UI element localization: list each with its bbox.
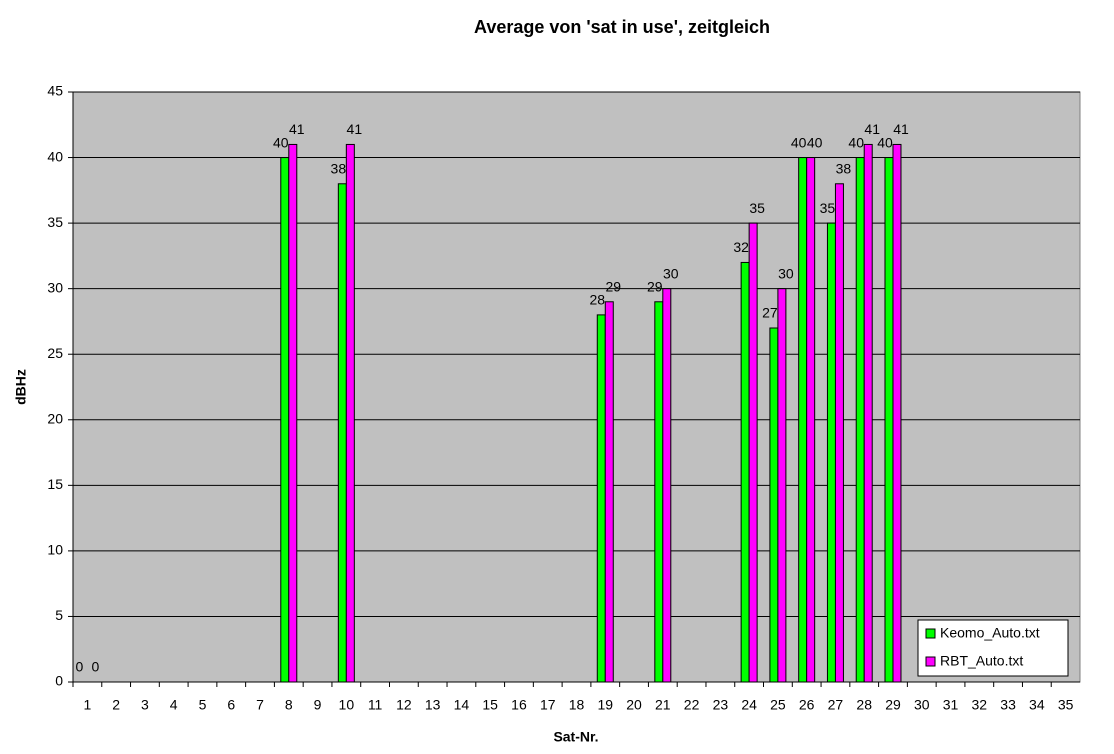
x-tick-label: 13 [425,697,441,713]
x-tick-label: 3 [141,697,149,713]
x-tick-label: 8 [285,697,293,713]
y-tick-label: 15 [47,476,63,492]
y-tick-label: 45 [47,83,63,99]
x-tick-label: 5 [199,697,207,713]
x-tick-label: 35 [1058,697,1074,713]
data-label: 41 [289,121,305,137]
data-label: 38 [331,160,347,176]
data-label: 38 [836,160,852,176]
data-label: 27 [762,305,778,321]
x-tick-label: 33 [1000,697,1016,713]
chart-title: Average von 'sat in use', zeitgleich [474,17,770,37]
y-tick-label: 30 [47,279,63,295]
x-tick-label: 6 [227,697,235,713]
x-tick-label: 2 [112,697,120,713]
x-tick-label: 9 [314,697,322,713]
y-tick-label: 40 [47,148,63,164]
x-tick-label: 14 [454,697,470,713]
bar [596,314,606,683]
data-label: 35 [820,200,836,216]
x-tick-label: 27 [828,697,844,713]
bar [662,288,672,683]
x-tick-label: 22 [684,697,700,713]
x-tick-label: 31 [943,697,959,713]
bar [604,301,614,683]
data-label: 32 [733,239,749,255]
data-label: 40 [807,134,823,150]
data-label: 28 [589,292,605,308]
bar [855,157,865,683]
x-tick-label: 12 [396,697,412,713]
bar [769,327,779,683]
x-tick-label: 30 [914,697,930,713]
data-label: 40 [877,134,893,150]
x-tick-label: 7 [256,697,264,713]
legend-label: RBT_Auto.txt [940,653,1023,669]
x-tick-label: 26 [799,697,815,713]
x-tick-label: 25 [770,697,786,713]
data-label: 29 [605,278,621,294]
data-label: 0 [75,659,83,675]
x-tick-label: 10 [339,697,355,713]
x-tick-label: 21 [655,697,671,713]
y-axis-title: dBHz [13,369,29,405]
bar [740,261,750,683]
data-label: 29 [647,278,663,294]
data-label: 40 [791,134,807,150]
x-tick-label: 15 [482,697,498,713]
x-tick-label: 20 [626,697,642,713]
bar [337,183,347,683]
bar [288,143,298,683]
data-label: 30 [663,265,679,281]
bar [806,157,816,683]
bar [834,183,844,683]
x-tick-label: 18 [569,697,585,713]
data-label: 40 [273,134,289,150]
x-tick-label: 24 [741,697,757,713]
data-label: 41 [864,121,880,137]
x-tick-label: 34 [1029,697,1045,713]
bar [280,157,290,683]
y-tick-label: 25 [47,345,63,361]
x-tick-label: 16 [511,697,527,713]
x-tick-label: 23 [713,697,729,713]
x-tick-label: 4 [170,697,178,713]
x-tick-label: 11 [368,697,383,713]
x-tick-label: 1 [83,697,91,713]
y-tick-label: 0 [55,673,63,689]
bar [884,157,894,683]
legend-swatch [925,628,936,639]
x-tick-label: 19 [597,697,613,713]
data-label: 30 [778,265,794,281]
y-tick-label: 10 [47,542,63,558]
data-label: 41 [347,121,363,137]
data-label: 40 [848,134,864,150]
x-tick-label: 17 [540,697,556,713]
x-tick-label: 29 [885,697,901,713]
bar [654,301,664,683]
bar [863,143,873,683]
data-label: 41 [893,121,909,137]
data-label: 35 [749,200,765,216]
data-label: 0 [91,659,99,675]
legend [917,619,1069,677]
x-tick-label: 32 [972,697,988,713]
y-tick-label: 35 [47,214,63,230]
bar [798,157,808,683]
y-tick-label: 20 [47,410,63,426]
bar [345,143,355,683]
bar [826,222,836,683]
x-axis-title: Sat-Nr. [553,729,598,745]
bar [892,143,902,683]
x-tick-label: 28 [856,697,872,713]
legend-swatch [925,656,936,667]
bar [777,288,787,683]
bar [748,222,758,683]
legend-label: Keomo_Auto.txt [940,625,1040,641]
plot-area [72,91,1081,683]
y-tick-label: 5 [55,607,63,623]
